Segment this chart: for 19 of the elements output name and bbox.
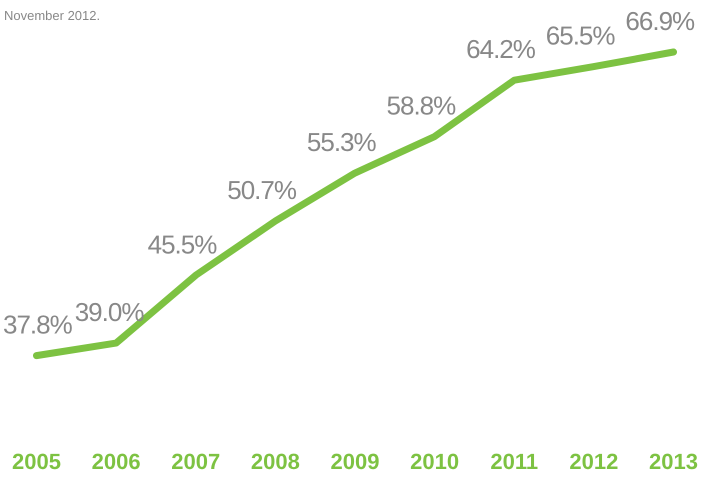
x-tick-label: 2012 xyxy=(569,448,618,474)
x-tick-label: 2010 xyxy=(410,448,460,474)
data-label: 45.5% xyxy=(148,229,218,260)
x-tick-label: 2007 xyxy=(171,448,220,474)
data-label: 37.8% xyxy=(3,310,73,340)
data-label: 58.8% xyxy=(386,90,456,121)
data-label: 65.5% xyxy=(546,20,616,51)
data-label: 39.0% xyxy=(74,297,144,328)
x-tick-label: 2009 xyxy=(330,448,380,474)
x-tick-label: 2005 xyxy=(12,448,61,474)
x-tick-label: 2006 xyxy=(92,448,141,474)
text: November 2012. xyxy=(4,8,100,23)
data-label: 50.7% xyxy=(227,175,297,206)
x-tick-label: 2008 xyxy=(250,448,300,474)
x-tick-label: 2013 xyxy=(649,448,698,474)
data-label: 64.2% xyxy=(466,34,536,64)
data-label: 55.3% xyxy=(306,127,376,158)
x-tick-label: 2011 xyxy=(490,448,538,474)
data-label: 66.9% xyxy=(625,6,696,36)
